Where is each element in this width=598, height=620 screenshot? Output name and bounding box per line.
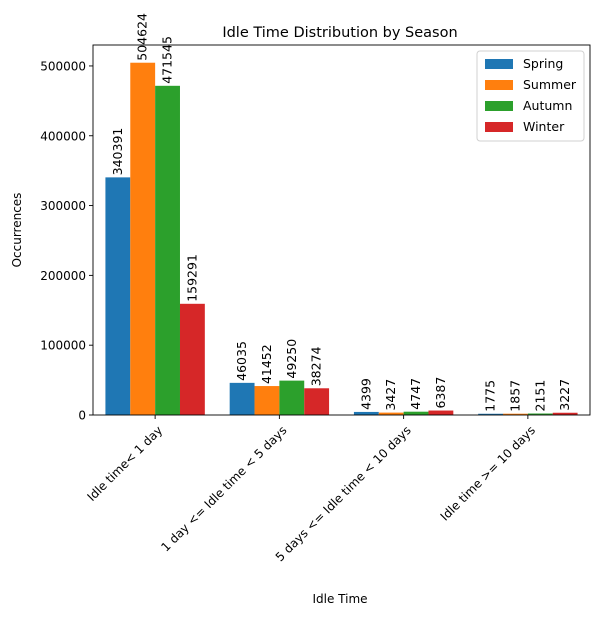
y-tick-label: 300000 (40, 199, 86, 213)
data-label: 1775 (483, 380, 498, 412)
data-label: 49250 (284, 339, 299, 379)
data-label: 159291 (184, 254, 199, 302)
data-label: 4399 (358, 378, 373, 410)
legend-entry: Winter (523, 119, 565, 134)
y-tick-label: 0 (78, 409, 86, 423)
bar (478, 413, 504, 415)
data-label: 504624 (135, 13, 150, 61)
data-label: 6387 (433, 377, 448, 409)
series-autumn: 471545 49250 4747 2151 (155, 36, 553, 415)
data-label: 3427 (383, 379, 398, 411)
bar (304, 388, 330, 415)
legend-entry: Autumn (523, 98, 572, 113)
bar (353, 411, 379, 415)
chart-title: Idle Time Distribution by Season (222, 25, 457, 41)
series-winter: 159291 38274 6387 3227 (179, 254, 578, 415)
series-summer: 504624 41452 3427 1857 (130, 13, 528, 415)
legend-swatch (485, 101, 513, 111)
legend-entry: Spring (523, 56, 563, 71)
bar (130, 62, 156, 415)
axes-frame (92, 44, 591, 416)
y-tick-label: 100000 (40, 339, 86, 353)
data-label: 38274 (309, 346, 324, 386)
bar (552, 412, 578, 415)
bar (254, 386, 280, 415)
data-label: 340391 (110, 128, 125, 176)
bar (428, 410, 454, 415)
bar (403, 411, 429, 415)
data-label: 4747 (408, 378, 423, 410)
series-spring: 340391 46035 4399 1775 (105, 128, 504, 415)
data-label: 3227 (557, 379, 572, 411)
legend-swatch (485, 59, 513, 69)
y-tick-label: 400000 (40, 129, 86, 143)
x-axis-label: Idle Time (312, 592, 367, 606)
legend-box (476, 50, 585, 142)
data-label: 41452 (259, 344, 274, 384)
y-tick-label: 500000 (40, 59, 86, 73)
data-label: 1857 (507, 380, 522, 412)
data-label: 46035 (234, 341, 249, 381)
data-label: 2151 (532, 380, 547, 412)
legend-swatch (485, 80, 513, 90)
legend-entry: Summer (523, 77, 577, 92)
bar (378, 412, 404, 415)
bar (527, 413, 553, 415)
bar (229, 382, 255, 415)
data-label: 471545 (160, 36, 175, 84)
y-tick-label: 200000 (40, 269, 86, 283)
bar (155, 85, 180, 415)
y-axis-label: Occurrences (10, 193, 24, 268)
legend-swatch (485, 122, 513, 132)
bar (279, 380, 305, 415)
bar (179, 303, 205, 415)
legend: Spring Summer Autumn Winter (476, 50, 585, 142)
bar (105, 177, 131, 415)
bar (503, 413, 528, 415)
